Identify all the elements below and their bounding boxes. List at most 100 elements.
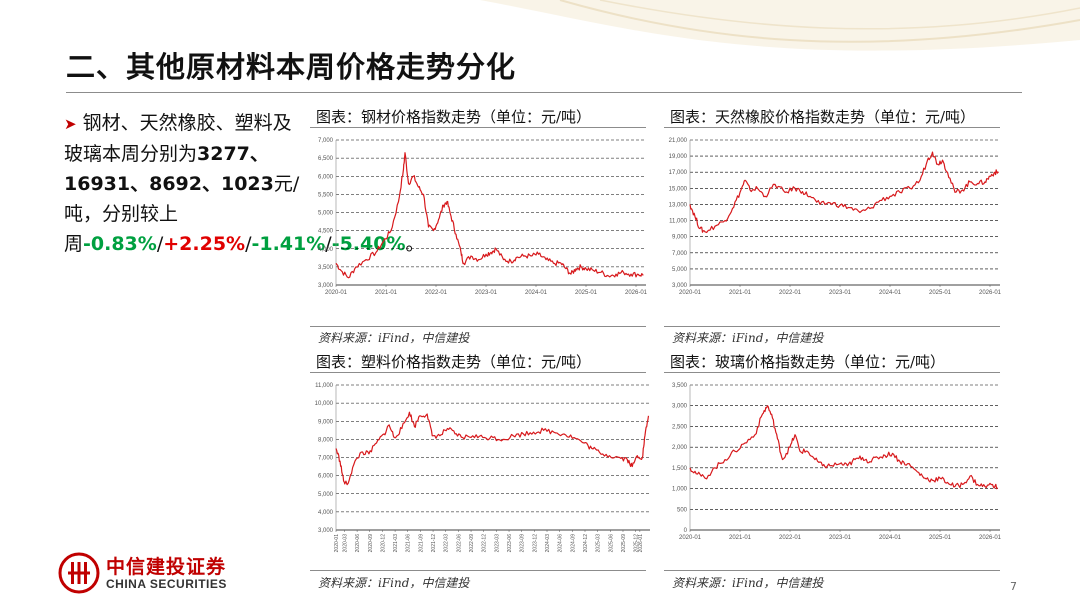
- x-tick-label: 2023-01: [829, 535, 852, 541]
- y-tick-label: 8,000: [318, 437, 334, 443]
- series-line: [689, 151, 999, 234]
- x-tick-label: 2020-01: [679, 535, 702, 541]
- x-tick-label: 2025-01: [929, 535, 952, 541]
- y-tick-label: 11,000: [315, 383, 334, 389]
- y-tick-label: 0: [684, 528, 688, 534]
- y-tick-label: 1,500: [672, 466, 688, 472]
- chart-glass: 0 500 1,000 1,500 2,000 2,500 3,000 3,500 2020-0…: [672, 383, 1002, 541]
- series-line: [335, 152, 644, 279]
- source-divider: [310, 570, 646, 571]
- x-tick-label: 2023-09: [520, 534, 526, 553]
- y-tick-label: 5,500: [318, 192, 334, 198]
- summary-values: 3277、16931、8692、1023: [64, 143, 274, 195]
- x-tick-label: 2020-01: [325, 290, 348, 296]
- change-rubber: +2.25%: [163, 233, 246, 255]
- y-tick-label: 9,000: [672, 235, 688, 241]
- chart-title-divider: [664, 127, 1000, 128]
- x-tick-label: 2025-03: [596, 534, 602, 553]
- y-tick-label: 6,000: [318, 474, 334, 480]
- y-tick-label: 3,000: [672, 404, 688, 410]
- y-tick-label: 4,500: [318, 229, 334, 235]
- x-tick-label: 2026-01: [979, 290, 1002, 296]
- x-tick-label: 2025-06: [608, 534, 614, 553]
- title-divider: [66, 92, 1022, 93]
- x-tick-label: 2026-01: [979, 535, 1002, 541]
- change-plastic: -1.41%: [251, 233, 326, 255]
- y-tick-label: 3,500: [672, 383, 688, 389]
- x-tick-label: 2024-03: [545, 534, 551, 553]
- y-tick-label: 5,000: [672, 267, 688, 273]
- source-divider: [664, 570, 1000, 571]
- chart-title-rubber: 图表：天然橡胶价格指数走势（单位：元/吨）: [670, 108, 976, 126]
- page-number: 7: [1010, 580, 1017, 593]
- logo-text-cn: 中信建投证券: [106, 556, 227, 578]
- y-tick-label: 6,500: [318, 156, 334, 162]
- summary-sep: /: [325, 233, 332, 255]
- x-tick-label: 2024-06: [558, 534, 564, 553]
- chart-rubber: 3,000 5,000 7,000 9,000 11,000 13,000 15,000 17…: [669, 138, 1002, 296]
- series-line: [689, 405, 998, 490]
- y-tick-label: 9,000: [318, 419, 334, 425]
- x-tick-label: 2025-12: [634, 534, 640, 553]
- y-tick-label: 10,000: [315, 401, 334, 407]
- source-glass: 资料来源：iFind，中信建投: [672, 576, 824, 590]
- y-tick-label: 7,000: [318, 456, 334, 462]
- y-tick-label: 6,000: [318, 174, 334, 180]
- x-tick-label: 2020-09: [368, 534, 374, 553]
- chart-plastic: 3,000 4,000 5,000 6,000 7,000 8,000 9,000 10,00…: [315, 383, 650, 553]
- x-tick-label: 2021-01: [375, 290, 398, 296]
- source-steel: 资料来源：iFind，中信建投: [318, 331, 470, 345]
- y-tick-label: 500: [677, 507, 688, 513]
- x-tick-label: 2021-09: [418, 534, 424, 553]
- change-steel: -0.83%: [83, 233, 157, 255]
- y-tick-label: 13,000: [669, 202, 688, 208]
- x-tick-label: 2021-06: [406, 534, 412, 553]
- y-tick-label: 21,000: [669, 138, 688, 144]
- summary-sep: /: [245, 233, 252, 255]
- source-plastic: 资料来源：iFind，中信建投: [318, 576, 470, 590]
- x-tick-label: 2023-01: [475, 290, 498, 296]
- y-tick-label: 3,000: [318, 283, 334, 289]
- chart-title-plastic: 图表：塑料价格指数走势（单位：元/吨）: [316, 353, 592, 371]
- x-tick-label: 2020-12: [380, 534, 386, 553]
- y-tick-label: 19,000: [669, 154, 688, 160]
- series-line: [335, 411, 650, 486]
- y-tick-label: 15,000: [669, 186, 688, 192]
- x-tick-label: 2025-01: [929, 290, 952, 296]
- x-tick-label: 2022-01: [779, 535, 802, 541]
- x-tick-label: 2021-03: [393, 534, 399, 553]
- summary-part2: 元/吨，分别较上周: [64, 173, 300, 255]
- y-tick-label: 5,000: [318, 492, 334, 498]
- y-tick-label: 3,000: [672, 283, 688, 289]
- x-tick-label: 2021-12: [431, 534, 437, 553]
- y-tick-label: 11,000: [669, 219, 688, 225]
- chart-title-divider: [310, 127, 646, 128]
- x-tick-label: 2023-03: [494, 534, 500, 553]
- y-tick-label: 4,000: [318, 510, 334, 516]
- source-divider: [664, 326, 1000, 327]
- x-tick-label: 2023-01: [829, 290, 852, 296]
- x-tick-label: 2025-01: [575, 290, 598, 296]
- source-divider: [310, 326, 646, 327]
- chart-title-steel: 图表：钢材价格指数走势（单位：元/吨）: [316, 108, 592, 126]
- bullet-arrow-icon: ➤: [64, 115, 77, 133]
- chart-title-glass: 图表：玻璃价格指数走势（单位：元/吨）: [670, 353, 946, 371]
- x-tick-label: 2021-01: [729, 535, 752, 541]
- x-tick-label: 2022-01: [779, 290, 802, 296]
- page-title: 二、其他原材料本周价格走势分化: [66, 50, 517, 84]
- x-tick-label: 2021-01: [729, 290, 752, 296]
- x-tick-label: 2022-01: [425, 290, 448, 296]
- y-tick-label: 1,000: [672, 487, 688, 493]
- x-tick-label: 2026-01: [638, 534, 644, 553]
- x-tick-label: 2024-01: [879, 535, 902, 541]
- x-tick-label: 2020-01: [679, 290, 702, 296]
- x-tick-label: 2022-12: [482, 534, 488, 553]
- x-tick-label: 2020-03: [342, 534, 348, 553]
- x-tick-label: 2025-09: [621, 534, 627, 553]
- x-tick-label: 2026-01: [625, 290, 648, 296]
- y-tick-label: 3,000: [318, 528, 334, 534]
- y-tick-label: 2,000: [672, 445, 688, 451]
- x-tick-label: 2024-01: [525, 290, 548, 296]
- summary-text: ➤ 钢材、天然橡胶、塑料及玻璃本周分别为3277、16931、8692、1023元…: [64, 108, 425, 259]
